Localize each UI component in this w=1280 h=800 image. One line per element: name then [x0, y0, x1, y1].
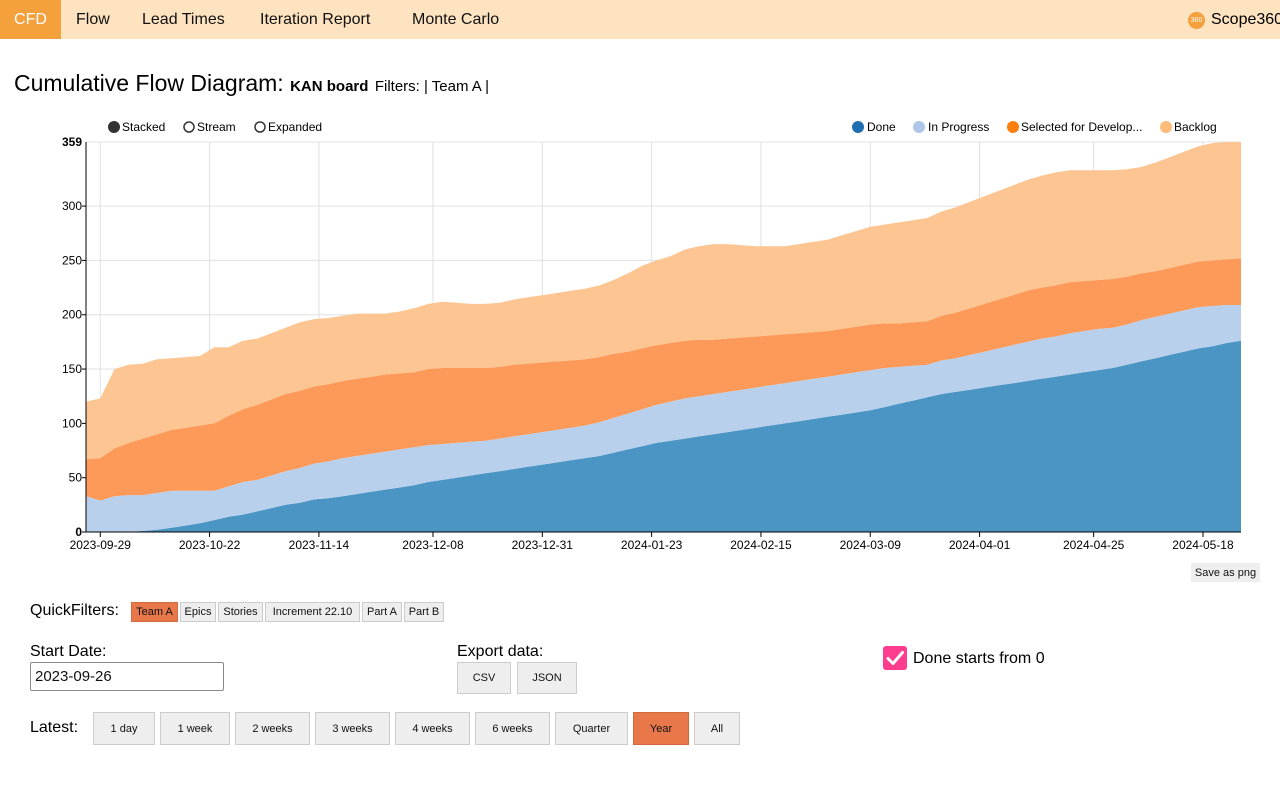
x-tick-label: 2024-01-23	[621, 538, 683, 552]
legend-swatch-in-progress	[913, 121, 925, 133]
legend-label-backlog: Backlog	[1174, 120, 1217, 134]
latest-quarter-button[interactable]: Quarter	[555, 712, 628, 745]
radio-selected-icon	[108, 121, 120, 133]
mode-expanded-label: Expanded	[268, 120, 322, 134]
y-tick-label: 50	[69, 471, 83, 485]
brand-name: Scope360	[1211, 11, 1280, 28]
nav-tab-cfd[interactable]: CFD	[0, 0, 61, 39]
done-starts-from-zero-label: Done starts from 0	[913, 650, 1045, 667]
legend-in-progress[interactable]: In Progress	[913, 120, 989, 134]
mode-expanded-radio[interactable]: Expanded	[254, 120, 322, 134]
latest-6-weeks-button[interactable]: 6 weeks	[475, 712, 550, 745]
nav-tab-iteration-report[interactable]: Iteration Report	[260, 11, 371, 28]
x-tick-label: 2023-09-29	[70, 538, 132, 552]
mode-stream-label: Stream	[197, 120, 236, 134]
mode-stacked-label: Stacked	[122, 120, 165, 134]
axes: 0 50 100 150 200 250 300 359 2023-09-29 2023-10-2…	[62, 135, 1241, 552]
cfd-chart: Stacked Stream Expanded Done In Progress…	[62, 120, 1241, 552]
legend-done[interactable]: Done	[852, 120, 896, 134]
page-title-text: Cumulative Flow Diagram:	[14, 70, 284, 96]
y-tick-label: 200	[62, 308, 82, 322]
latest-label: Latest:	[30, 719, 79, 736]
nav-tab-flow[interactable]: Flow	[76, 11, 110, 28]
x-tick-label: 2024-04-01	[949, 538, 1011, 552]
area-in-progress	[86, 305, 1241, 532]
x-tick-label: 2024-05-18	[1172, 538, 1234, 552]
y-tick-label: 100	[62, 416, 82, 430]
active-filters: Filters: | Team A |	[374, 78, 490, 95]
mode-stacked-radio[interactable]: Stacked	[108, 120, 166, 134]
x-tick-label: 2024-04-25	[1063, 538, 1125, 552]
x-tick-label: 2023-12-31	[512, 538, 574, 552]
x-tick-label: 2023-10-22	[179, 538, 241, 552]
latest-all-button[interactable]: All	[694, 712, 740, 745]
legend-swatch-backlog	[1160, 121, 1172, 133]
y-tick-label: 0	[75, 525, 82, 539]
latest-1-day-button[interactable]: 1 day	[93, 712, 155, 745]
legend-label-selected: Selected for Develop...	[1021, 120, 1142, 134]
area-series	[86, 142, 1241, 532]
quickfilter-part-b[interactable]: Part B	[404, 602, 444, 622]
legend-selected[interactable]: Selected for Develop...	[1007, 120, 1142, 134]
quickfilter-epics[interactable]: Epics	[180, 602, 216, 622]
nav-tab-lead-times[interactable]: Lead Times	[142, 11, 225, 28]
legend-swatch-selected	[1007, 121, 1019, 133]
latest-3-weeks-button[interactable]: 3 weeks	[315, 712, 390, 745]
y-max-label: 359	[62, 135, 82, 149]
area-backlog	[86, 142, 1241, 460]
latest-1-week-button[interactable]: 1 week	[160, 712, 230, 745]
quickfilter-team-a[interactable]: Team A	[131, 602, 178, 622]
radio-empty-icon	[254, 121, 266, 133]
latest-2-weeks-button[interactable]: 2 weeks	[235, 712, 310, 745]
x-tick-label: 2023-12-08	[402, 538, 464, 552]
checkmark-icon	[886, 651, 904, 665]
x-tick-label: 2023-11-14	[289, 538, 350, 552]
start-date-label: Start Date:	[30, 643, 107, 660]
radio-empty-icon	[183, 121, 195, 133]
area-selected	[86, 258, 1241, 501]
export-json-button[interactable]: JSON	[517, 662, 577, 694]
save-as-png-button[interactable]: Save as png	[1191, 563, 1260, 582]
latest-4-weeks-button[interactable]: 4 weeks	[395, 712, 470, 745]
mode-stream-radio[interactable]: Stream	[183, 120, 236, 134]
y-tick-label: 250	[62, 253, 82, 267]
page-title: Cumulative Flow Diagram: KAN board Filte…	[14, 70, 489, 97]
quickfilter-stories[interactable]: Stories	[218, 602, 263, 622]
legend-swatch-done	[852, 121, 864, 133]
quickfilters-label: QuickFilters:	[30, 602, 119, 619]
quickfilter-part-a[interactable]: Part A	[362, 602, 402, 622]
y-tick-label: 150	[62, 362, 82, 376]
export-data-label: Export data:	[457, 643, 544, 660]
board-name: KAN board	[290, 78, 369, 95]
legend-backlog[interactable]: Backlog	[1160, 120, 1217, 134]
done-starts-from-zero-checkbox[interactable]	[883, 646, 907, 670]
area-done	[86, 340, 1241, 532]
latest-year-button[interactable]: Year	[633, 712, 689, 745]
quickfilter-increment[interactable]: Increment 22.10	[265, 602, 360, 622]
top-navbar: CFD Flow Lead Times Iteration Report Mon…	[0, 0, 1280, 39]
start-date-input[interactable]	[30, 662, 224, 691]
x-tick-label: 2024-03-09	[840, 538, 902, 552]
export-csv-button[interactable]: CSV	[457, 662, 511, 694]
legend-label-in-progress: In Progress	[928, 120, 989, 134]
x-tick-label: 2024-02-15	[730, 538, 792, 552]
legend-label-done: Done	[867, 120, 896, 134]
nav-tab-monte-carlo[interactable]: Monte Carlo	[412, 11, 500, 28]
y-tick-label: 300	[62, 199, 82, 213]
brand-logo-icon: 360	[1188, 12, 1205, 29]
